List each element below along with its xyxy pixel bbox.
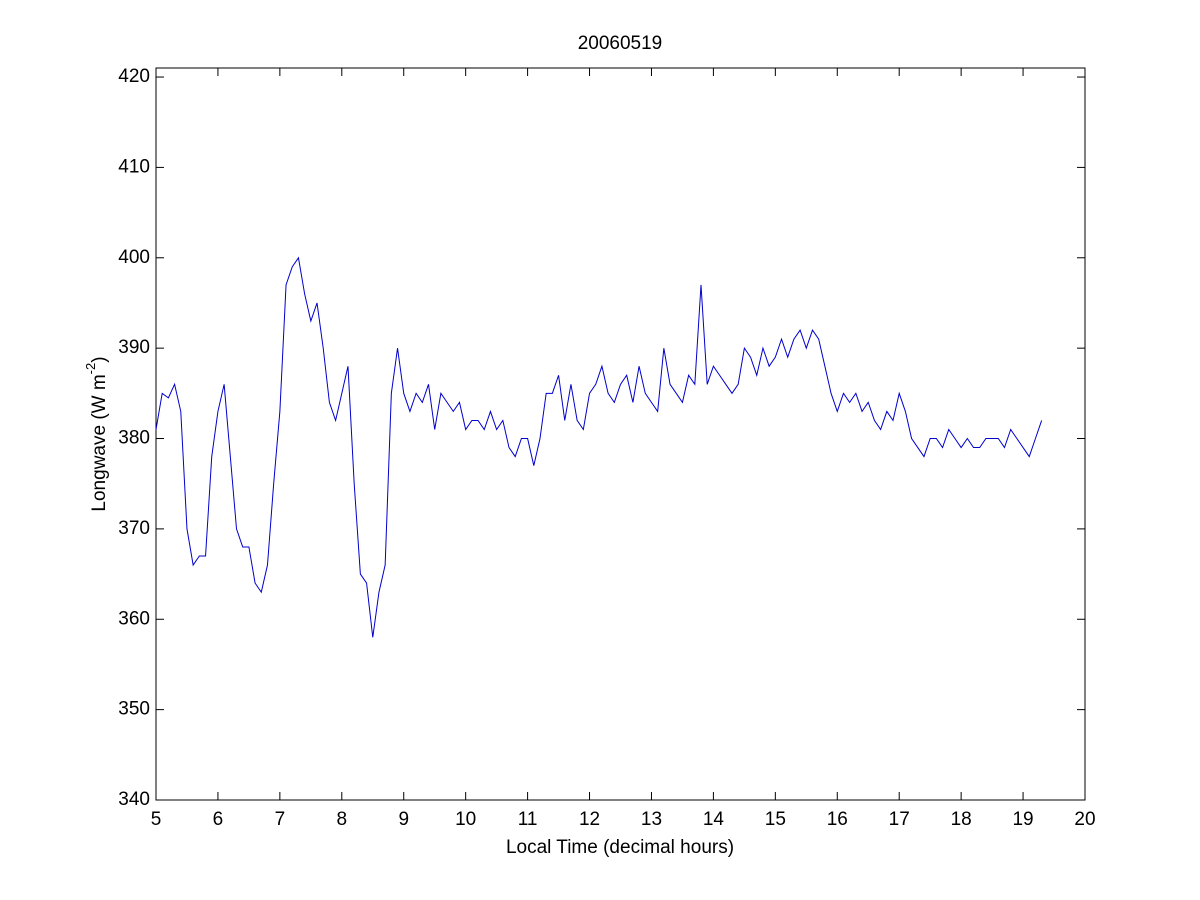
y-tick-label: 400 <box>118 247 150 268</box>
x-tick-label: 13 <box>641 809 662 830</box>
x-tick-label: 17 <box>889 809 910 830</box>
x-tick-label: 10 <box>455 809 476 830</box>
data-line <box>155 256 1043 638</box>
y-tick-label: 360 <box>118 608 150 629</box>
x-tick-label: 11 <box>518 809 538 830</box>
x-axis-label: Local Time (decimal hours) <box>506 837 734 858</box>
y-label-suffix: ) <box>89 356 110 362</box>
x-tick-label: 6 <box>213 809 224 830</box>
y-axis-label: Longwave (W m-2) <box>83 356 110 511</box>
x-tick-label: 16 <box>827 809 848 830</box>
x-tick-label: 9 <box>398 809 409 830</box>
x-tick-label: 15 <box>765 809 786 830</box>
x-tick-label: 7 <box>275 809 286 830</box>
x-tick-label: 14 <box>703 809 725 830</box>
x-tick-label: 5 <box>151 809 162 830</box>
y-tick-label: 350 <box>118 699 150 720</box>
y-tick-label: 390 <box>118 337 150 358</box>
y-tick-label: 420 <box>118 66 150 87</box>
x-tick-label: 12 <box>579 809 600 830</box>
x-tick-label: 18 <box>951 809 972 830</box>
y-tick-label: 370 <box>118 518 150 539</box>
x-tick-label: 8 <box>337 809 348 830</box>
chart-title: 20060519 <box>578 33 663 54</box>
y-label-text: Longwave (W m <box>89 374 110 511</box>
plot-area <box>155 67 1086 801</box>
x-tick-label: 19 <box>1012 809 1033 830</box>
y-tick-label: 340 <box>118 789 150 810</box>
x-tick-label: 20 <box>1074 809 1095 830</box>
y-tick-label: 380 <box>118 428 150 449</box>
y-tick-label: 410 <box>118 156 150 177</box>
y-label-superscript: -2 <box>83 363 98 375</box>
